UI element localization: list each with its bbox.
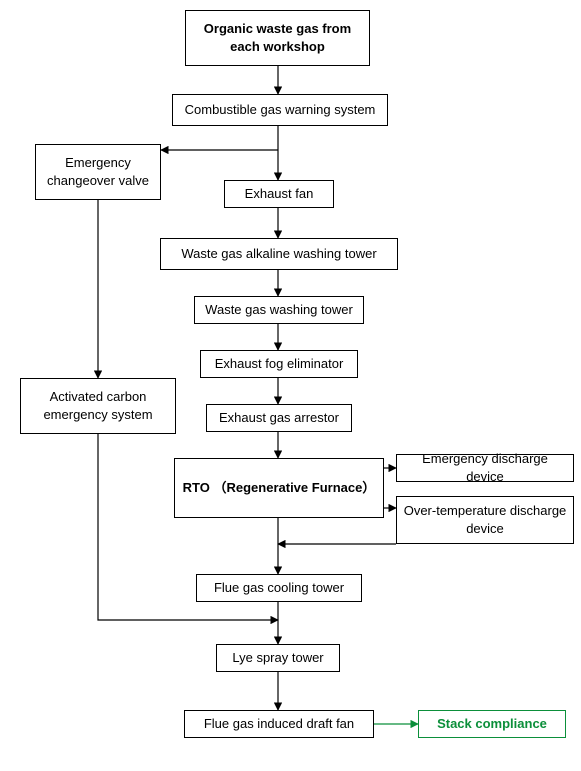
- node-rto: RTO （Regenerative Furnace）: [174, 458, 384, 518]
- node-carbon: Activated carbon emergency system: [20, 378, 176, 434]
- node-alkaline: Waste gas alkaline washing tower: [160, 238, 398, 270]
- node-induced: Flue gas induced draft fan: [184, 710, 374, 738]
- node-arrestor: Exhaust gas arrestor: [206, 404, 352, 432]
- node-warning: Combustible gas warning system: [172, 94, 388, 126]
- node-start: Organic waste gas from each workshop: [185, 10, 370, 66]
- node-cooling: Flue gas cooling tower: [196, 574, 362, 602]
- node-stack: Stack compliance: [418, 710, 566, 738]
- node-edd: Emergency discharge device: [396, 454, 574, 482]
- node-otd: Over-temperature discharge device: [396, 496, 574, 544]
- node-fan: Exhaust fan: [224, 180, 334, 208]
- node-lye: Lye spray tower: [216, 644, 340, 672]
- node-valve: Emergency changeover valve: [35, 144, 161, 200]
- node-washing: Waste gas washing tower: [194, 296, 364, 324]
- node-fog: Exhaust fog eliminator: [200, 350, 358, 378]
